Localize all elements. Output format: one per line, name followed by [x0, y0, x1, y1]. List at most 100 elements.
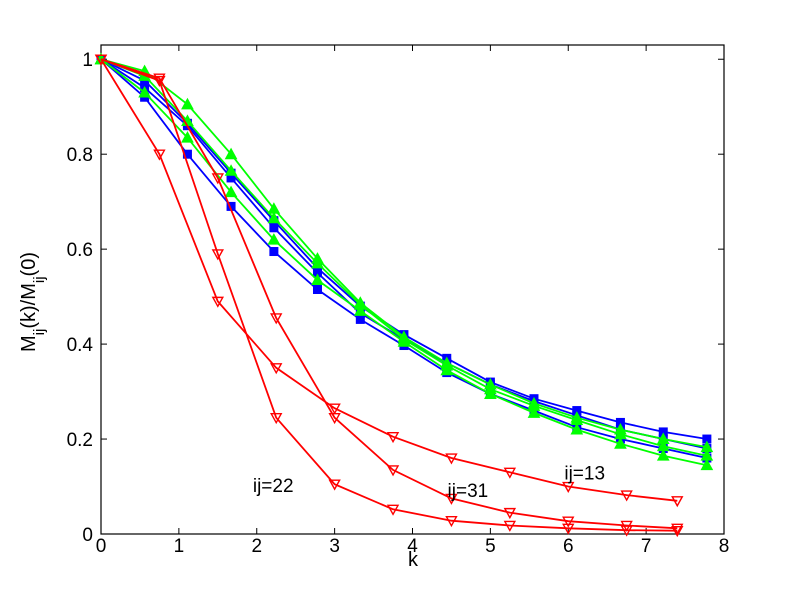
- series-3: [96, 54, 712, 454]
- x-axis-title: k: [408, 549, 419, 571]
- curve-annotation: ij=22: [253, 476, 294, 497]
- y-tick-label: 0.2: [67, 430, 93, 451]
- data-point-triangle-up: [656, 439, 670, 452]
- data-point-triangle-down: [386, 465, 400, 477]
- y-axis-title-part: (0): [18, 252, 40, 276]
- y-axis-title-subscript: ij: [31, 329, 48, 336]
- y-axis-ticks: 0 0.2 0.4 0.6 0.8 1: [67, 50, 724, 546]
- data-point-triangle-up: [311, 256, 324, 269]
- x-tick-label: 1: [174, 536, 185, 557]
- series-4: [94, 52, 714, 453]
- data-point-triangle-down: [503, 507, 517, 520]
- x-tick-label: 3: [329, 536, 340, 557]
- data-point-triangle-up: [267, 233, 281, 245]
- plot-frame: [100, 44, 725, 535]
- data-point-triangle-down: [386, 431, 400, 444]
- data-point-square: [226, 173, 236, 183]
- data-point-square: [615, 417, 625, 427]
- data-point-triangle-up: [397, 332, 411, 345]
- series-line: [100, 58, 678, 502]
- series-2: [96, 54, 712, 463]
- data-point-triangle-down: [270, 412, 283, 425]
- data-point-triangle-up: [527, 399, 541, 411]
- data-point-triangle-down: [386, 504, 400, 516]
- y-axis-title: Mij(k)/Mij(0): [18, 252, 48, 352]
- data-point-square: [702, 434, 712, 444]
- data-point-triangle-up: [267, 211, 281, 224]
- x-tick-label: 2: [251, 536, 262, 557]
- data-point-square: [312, 285, 322, 294]
- x-tick-label: 4: [407, 536, 418, 557]
- data-point-triangle-up: [570, 413, 584, 426]
- data-point-triangle-up: [353, 304, 367, 316]
- y-axis-title-subscript: ij: [31, 276, 48, 283]
- data-point-triangle-down: [153, 149, 166, 161]
- data-point-triangle-down: [671, 525, 684, 538]
- plot-border: [100, 44, 725, 535]
- series-line: [100, 58, 678, 530]
- data-point-square: [182, 149, 192, 159]
- data-point-triangle-down: [620, 525, 633, 537]
- data-point-triangle-down: [445, 516, 458, 528]
- data-point-triangle-down: [328, 403, 341, 415]
- data-point-triangle-down: [445, 493, 458, 505]
- x-axis-ticks: 0 1 2 3 4 5 6 7 8: [96, 45, 730, 557]
- data-point-triangle-down: [153, 75, 166, 88]
- data-point-square: [226, 201, 236, 211]
- data-point-triangle-down: [671, 496, 684, 508]
- data-point-triangle-up: [656, 449, 670, 461]
- data-point-triangle-down: [562, 481, 575, 493]
- curve-annotation: ij=13: [564, 463, 605, 484]
- data-point-triangle-down: [94, 54, 108, 66]
- x-tick-label: 0: [96, 536, 107, 557]
- data-point-triangle-down: [562, 523, 575, 535]
- y-tick-label: 0.4: [67, 335, 94, 356]
- data-point-triangle-up: [440, 358, 454, 371]
- data-point-triangle-down: [328, 412, 341, 425]
- data-point-triangle-up: [700, 449, 714, 461]
- data-point-triangle-down: [270, 313, 283, 325]
- data-point-triangle-up: [181, 131, 194, 143]
- data-point-triangle-up: [311, 273, 324, 286]
- series-layer: [94, 52, 714, 538]
- data-point-triangle-up: [484, 382, 497, 395]
- y-axis-title-text: Mij(k)/Mij(0): [18, 252, 48, 352]
- data-point-square: [355, 314, 365, 324]
- data-point-triangle-up: [570, 423, 584, 435]
- series-line: [100, 58, 708, 448]
- y-axis-title-part: (k)/M: [18, 283, 40, 329]
- y-tick-label: 1: [82, 50, 93, 71]
- data-point-triangle-up: [614, 437, 627, 449]
- x-tick-label: 6: [563, 536, 574, 557]
- data-point-triangle-down: [328, 479, 341, 491]
- data-point-triangle-up: [138, 85, 151, 98]
- data-point-triangle-down: [620, 490, 633, 502]
- data-point-triangle-down: [211, 173, 225, 185]
- data-point-square: [269, 223, 279, 233]
- series-line: [100, 58, 708, 440]
- data-point-triangle-down: [445, 453, 458, 465]
- x-tick-label: 7: [641, 536, 652, 557]
- data-point-triangle-down: [671, 523, 684, 535]
- data-point-triangle-up: [181, 97, 194, 110]
- data-point-square: [269, 247, 279, 257]
- data-point-triangle-down: [503, 520, 517, 532]
- data-point-triangle-down: [562, 516, 575, 528]
- data-point-square: [312, 268, 322, 278]
- x-tick-label: 5: [485, 536, 496, 557]
- series-line: [100, 58, 678, 532]
- data-point-square: [658, 427, 668, 437]
- data-point-triangle-down: [503, 467, 517, 479]
- y-tick-label: 0: [82, 525, 93, 546]
- data-point-triangle-up: [224, 185, 238, 198]
- y-tick-label: 0.8: [67, 145, 93, 166]
- data-point-triangle-up: [353, 298, 367, 310]
- x-tick-label: 8: [719, 536, 730, 557]
- data-point-triangle-up: [614, 427, 627, 440]
- series-9: [94, 54, 684, 538]
- data-point-triangle-down: [270, 363, 283, 375]
- series-line: [100, 58, 708, 450]
- y-tick-label: 0.6: [67, 240, 93, 261]
